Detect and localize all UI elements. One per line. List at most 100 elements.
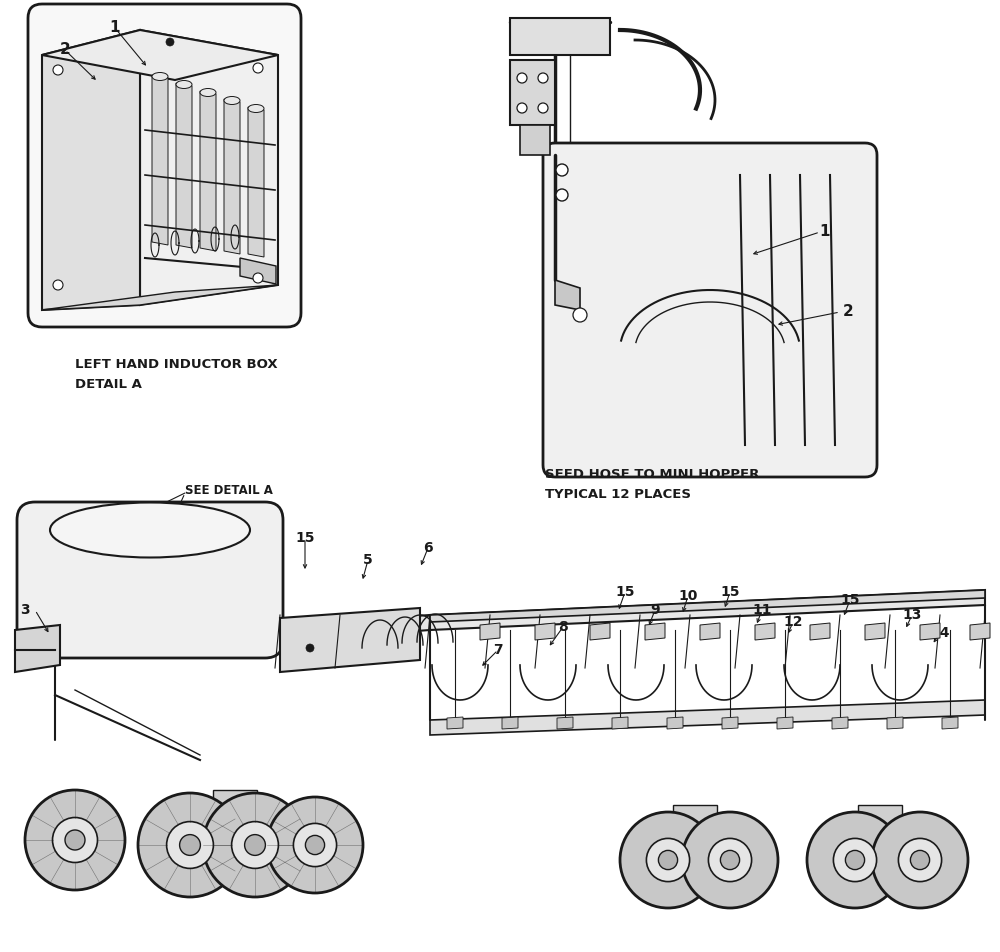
Polygon shape [700, 623, 720, 640]
Polygon shape [502, 717, 518, 729]
Polygon shape [970, 623, 990, 640]
Polygon shape [430, 590, 985, 622]
Circle shape [180, 835, 200, 856]
Text: 1: 1 [820, 225, 830, 240]
Circle shape [556, 164, 568, 176]
Text: LEFT HAND INDUCTOR BOX: LEFT HAND INDUCTOR BOX [75, 358, 278, 371]
Circle shape [232, 822, 278, 868]
Ellipse shape [224, 96, 240, 105]
Text: 13: 13 [902, 608, 922, 622]
Circle shape [517, 103, 527, 113]
Polygon shape [555, 280, 580, 310]
Polygon shape [722, 717, 738, 729]
Circle shape [52, 818, 98, 863]
Polygon shape [42, 30, 278, 80]
Polygon shape [832, 717, 848, 729]
Text: 11: 11 [752, 603, 772, 617]
Text: 7: 7 [493, 643, 503, 657]
Polygon shape [224, 99, 240, 254]
Text: 2: 2 [843, 305, 853, 320]
Text: 1: 1 [110, 21, 120, 35]
Polygon shape [667, 717, 683, 729]
Ellipse shape [248, 105, 264, 112]
Text: TYPICAL 12 PLACES: TYPICAL 12 PLACES [545, 488, 691, 501]
Polygon shape [280, 608, 420, 672]
Text: 4: 4 [213, 823, 223, 837]
Circle shape [807, 812, 903, 908]
Polygon shape [535, 623, 555, 640]
Polygon shape [942, 717, 958, 729]
Circle shape [167, 822, 213, 868]
Text: 6: 6 [423, 541, 433, 555]
Circle shape [720, 850, 740, 869]
Polygon shape [645, 623, 665, 640]
Polygon shape [673, 805, 717, 825]
Polygon shape [520, 125, 550, 155]
Circle shape [267, 797, 363, 893]
Circle shape [620, 812, 716, 908]
Polygon shape [557, 717, 573, 729]
Polygon shape [755, 623, 775, 640]
Polygon shape [15, 625, 60, 672]
Circle shape [25, 790, 125, 890]
Polygon shape [920, 623, 940, 640]
Text: DETAIL A: DETAIL A [75, 378, 142, 391]
Polygon shape [858, 805, 902, 825]
Circle shape [833, 839, 877, 882]
Text: 14: 14 [930, 626, 950, 640]
Polygon shape [510, 18, 610, 55]
Text: 15: 15 [720, 585, 740, 599]
Polygon shape [510, 60, 555, 125]
Polygon shape [240, 258, 276, 284]
Circle shape [253, 63, 263, 73]
Polygon shape [480, 623, 500, 640]
FancyBboxPatch shape [543, 143, 877, 477]
FancyBboxPatch shape [28, 4, 301, 327]
Ellipse shape [176, 81, 192, 89]
Circle shape [245, 835, 265, 856]
Polygon shape [777, 717, 793, 729]
Polygon shape [430, 590, 985, 630]
Polygon shape [152, 75, 168, 245]
Text: 12: 12 [783, 615, 803, 629]
Text: 2: 2 [60, 43, 70, 57]
Text: 3: 3 [20, 603, 30, 617]
Circle shape [203, 793, 307, 897]
Circle shape [538, 73, 548, 83]
Circle shape [910, 850, 930, 869]
Circle shape [872, 812, 968, 908]
Text: SEE DETAIL A: SEE DETAIL A [185, 484, 273, 497]
Circle shape [306, 644, 314, 652]
Text: 5: 5 [363, 553, 373, 567]
Circle shape [517, 73, 527, 83]
Polygon shape [865, 623, 885, 640]
Ellipse shape [200, 89, 216, 96]
Polygon shape [42, 285, 278, 310]
Polygon shape [213, 790, 257, 810]
Circle shape [538, 103, 548, 113]
Polygon shape [42, 30, 140, 310]
Circle shape [708, 839, 752, 882]
Text: 15: 15 [615, 585, 635, 599]
Circle shape [658, 850, 678, 869]
Polygon shape [55, 615, 430, 658]
Circle shape [646, 839, 690, 882]
Polygon shape [430, 700, 985, 735]
Polygon shape [200, 91, 216, 251]
Circle shape [898, 839, 942, 882]
Text: 9: 9 [650, 603, 660, 617]
Polygon shape [176, 83, 192, 248]
Circle shape [556, 189, 568, 201]
Polygon shape [140, 30, 278, 305]
Text: 15: 15 [840, 593, 860, 607]
Circle shape [65, 830, 85, 850]
Circle shape [845, 850, 865, 869]
Circle shape [53, 280, 63, 290]
Circle shape [166, 38, 174, 46]
Polygon shape [887, 717, 903, 729]
Text: 10: 10 [678, 589, 698, 603]
Circle shape [293, 823, 337, 866]
Circle shape [138, 793, 242, 897]
Polygon shape [590, 623, 610, 640]
Ellipse shape [152, 72, 168, 81]
